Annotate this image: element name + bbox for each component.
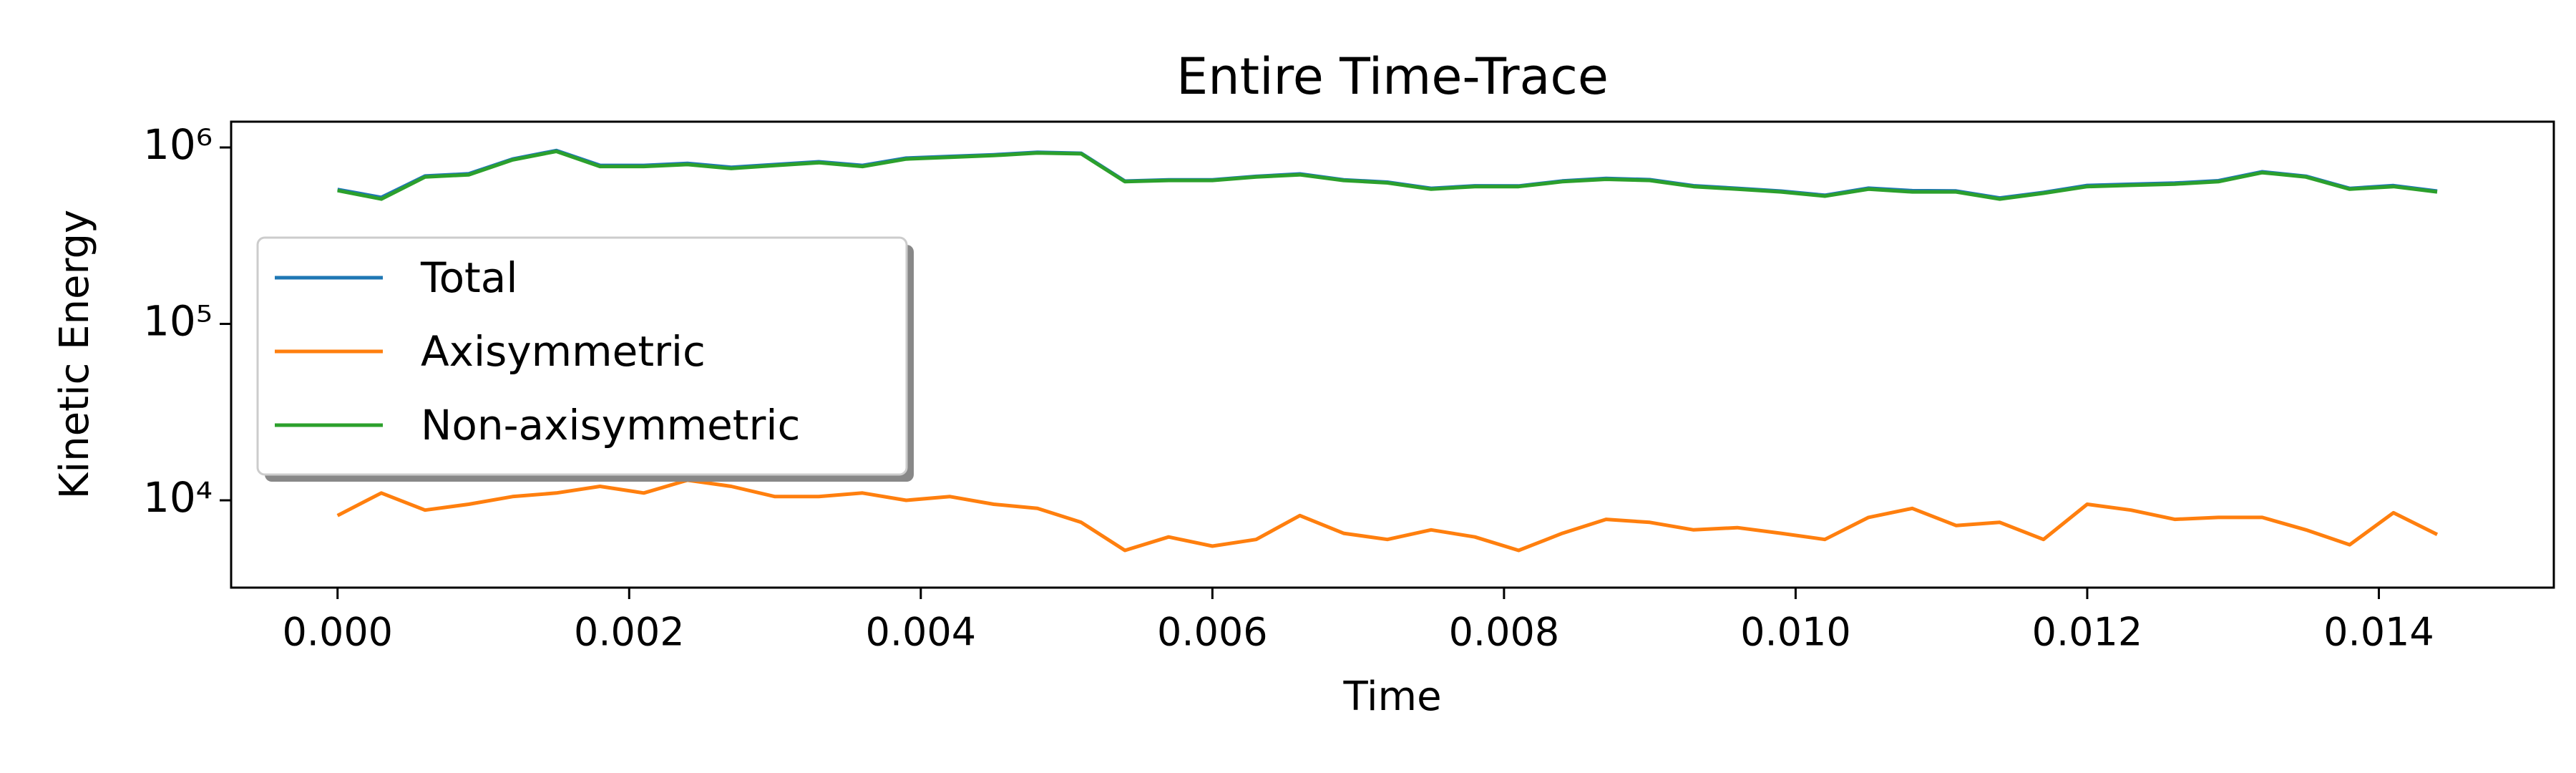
y-tick-label: 10⁵ <box>143 297 213 346</box>
y-tick-label: 10⁶ <box>143 120 213 169</box>
plot-frame <box>230 120 2555 589</box>
y-axis-label: Kinetic Energy <box>52 210 98 499</box>
legend-box <box>256 236 908 476</box>
series-line <box>337 150 2438 201</box>
x-tick-label: 0.002 <box>574 610 685 655</box>
legend-label: Total <box>420 253 517 302</box>
x-tick-label: 0.004 <box>866 610 977 655</box>
legend: Total Axisymmetric Non-axisymmetric <box>256 236 914 482</box>
x-tick-label: 0.008 <box>1449 610 1560 655</box>
x-tick-label: 0.014 <box>2323 610 2434 655</box>
x-tick-label: 0.000 <box>282 610 393 655</box>
legend-label: Axisymmetric <box>421 327 706 376</box>
x-tick-label: 0.010 <box>1740 610 1851 655</box>
legend-label: Non-axisymmetric <box>421 401 800 449</box>
x-tick-label: 0.006 <box>1157 610 1268 655</box>
chart-title: Entire Time-Trace <box>1176 47 1609 106</box>
y-tick-label: 10⁴ <box>143 473 213 522</box>
x-tick-label: 0.012 <box>2032 610 2143 655</box>
x-axis-label: Time <box>1342 674 1441 720</box>
